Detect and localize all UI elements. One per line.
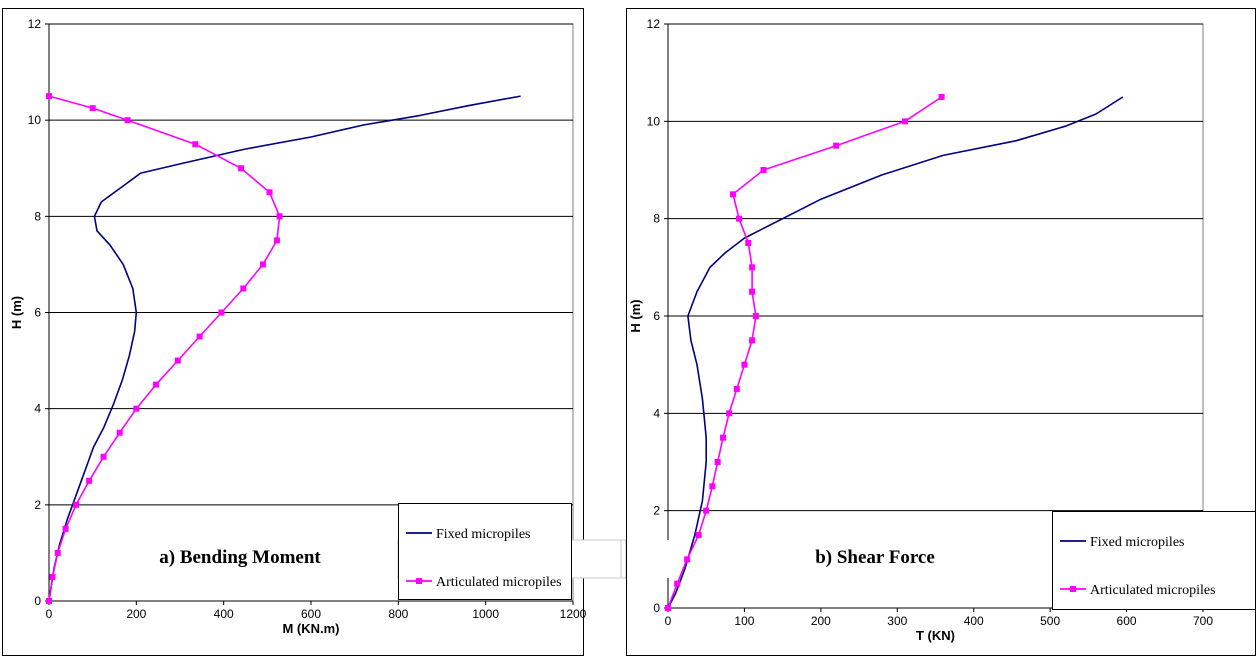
legend-label: Articulated micropiles	[436, 575, 562, 590]
data-point	[720, 434, 727, 441]
x-tick-label: 1200	[560, 607, 587, 621]
data-point	[752, 313, 759, 319]
data-point	[49, 573, 56, 580]
x-tick-label: 0	[46, 607, 53, 621]
legend-label: Articulated micropiles	[1090, 583, 1216, 598]
data-point	[833, 142, 840, 149]
x-tick-label: 400	[214, 607, 234, 621]
data-point	[709, 483, 716, 490]
data-point	[733, 386, 740, 392]
data-point	[100, 453, 107, 460]
data-point	[276, 213, 283, 220]
legend-label: Fixed micropiles	[436, 527, 531, 542]
data-point	[901, 118, 908, 125]
y-tick-label: 4	[653, 406, 660, 420]
y-tick-label: 10	[28, 113, 42, 127]
data-point	[152, 381, 159, 388]
y-axis-label: H (m)	[628, 299, 643, 332]
data-point	[259, 261, 266, 268]
data-point	[240, 285, 247, 292]
y-tick-label: 0	[34, 594, 41, 608]
x-tick-label: 200	[126, 607, 146, 621]
data-point	[749, 288, 756, 295]
data-point	[266, 189, 273, 196]
data-point	[665, 605, 671, 611]
data-point	[124, 117, 131, 124]
data-point	[703, 507, 710, 514]
data-point	[726, 410, 733, 417]
y-tick-label: 6	[653, 309, 660, 323]
series-line-2	[667, 96, 943, 609]
data-point	[89, 105, 96, 112]
x-axis-label: T (KN)	[916, 628, 955, 643]
y-tick-label: 12	[28, 17, 42, 31]
data-point	[695, 532, 702, 538]
data-point	[736, 215, 743, 222]
y-tick-label: 4	[34, 402, 41, 416]
legend-box	[398, 503, 572, 600]
x-tick-label: 0	[665, 614, 672, 628]
data-point	[116, 429, 123, 436]
data-point	[674, 580, 681, 587]
data-point	[714, 459, 721, 465]
data-point	[238, 165, 245, 172]
data-point	[196, 333, 203, 340]
y-tick-label: 6	[34, 306, 41, 320]
data-point	[273, 237, 280, 244]
panel-label: a) Bending Moment	[159, 547, 321, 568]
legend-label: Fixed micropiles	[1090, 535, 1185, 550]
data-point	[46, 93, 52, 100]
data-point	[749, 264, 756, 271]
y-tick-label: 2	[653, 504, 660, 518]
x-tick-label: 200	[811, 614, 831, 628]
x-tick-label: 600	[301, 607, 321, 621]
data-point	[86, 477, 93, 484]
legend-marker	[1070, 586, 1076, 592]
x-tick-label: 100	[734, 614, 754, 628]
y-tick-label: 8	[653, 212, 660, 226]
data-point	[192, 141, 199, 148]
x-tick-label: 500	[1040, 614, 1060, 628]
y-tick-label: 10	[647, 114, 661, 128]
data-point	[62, 525, 69, 532]
x-tick-label: 600	[1117, 614, 1137, 628]
x-tick-label: 400	[964, 614, 984, 628]
data-point	[745, 240, 752, 246]
data-point	[729, 191, 736, 198]
y-tick-label: 0	[653, 601, 660, 615]
legend-marker	[416, 578, 422, 584]
data-point	[54, 549, 61, 556]
data-point	[46, 598, 52, 604]
data-point	[760, 167, 767, 173]
panel-label: b) Shear Force	[815, 547, 935, 568]
data-point	[938, 94, 945, 100]
y-tick-label: 12	[647, 17, 661, 31]
x-tick-label: 300	[887, 614, 907, 628]
y-tick-label: 8	[34, 209, 41, 223]
y-axis-label: H (m)	[9, 296, 24, 329]
x-tick-label: 700	[1193, 614, 1213, 628]
legend-box	[1052, 511, 1256, 610]
x-tick-label: 1000	[472, 607, 499, 621]
x-tick-label: 800	[388, 607, 408, 621]
series-line-1	[667, 96, 1124, 609]
data-point	[741, 361, 748, 368]
data-point	[218, 309, 225, 316]
data-point	[749, 337, 756, 344]
x-axis-label: M (KN.m)	[282, 621, 339, 636]
data-point	[684, 556, 691, 563]
data-point	[174, 357, 181, 364]
chart-panel-2: 0 2 4 6 8 10 12 0 100 200 300 400 500 600 700 T (KN) H (…	[626, 8, 1256, 656]
y-tick-label: 2	[34, 498, 41, 512]
data-point	[73, 501, 80, 508]
data-point	[133, 405, 140, 412]
